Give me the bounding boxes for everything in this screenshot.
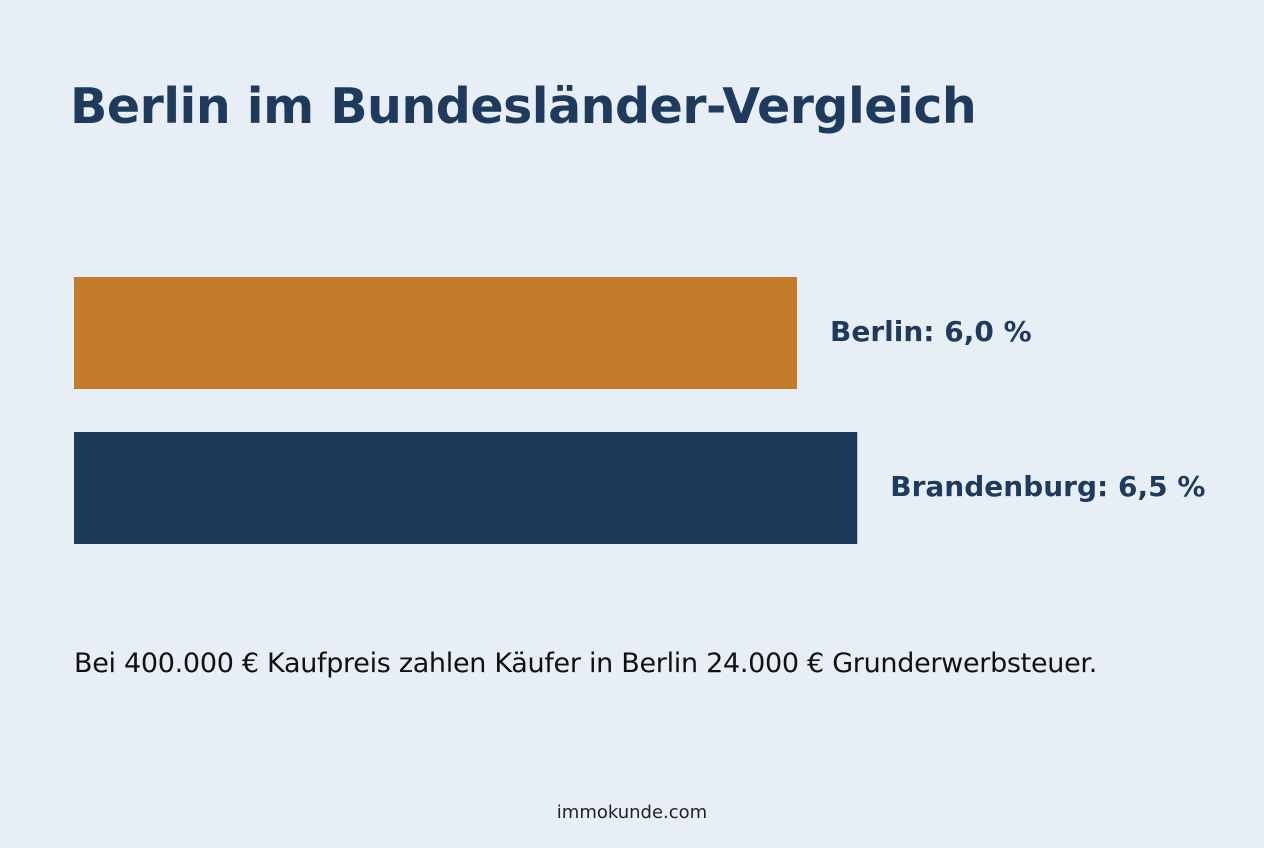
- bar-label-berlin: Berlin: 6,0 %: [830, 315, 1032, 348]
- chart-title: Berlin im Bundesländer-Vergleich: [70, 78, 977, 135]
- footer-website[interactable]: immokunde.com: [556, 802, 708, 823]
- bar-brandenburg: [74, 432, 858, 544]
- bar-label-brandenburg: Brandenburg: 6,5 %: [890, 470, 1205, 503]
- purchase-price-note: Bei 400.000 € Kaufpreis zahlen Käufer in…: [74, 648, 1098, 679]
- bar-berlin: [74, 277, 797, 389]
- bar-chart: Berlin: 6,0 % Brandenburg: 6,5 %: [74, 277, 1205, 544]
